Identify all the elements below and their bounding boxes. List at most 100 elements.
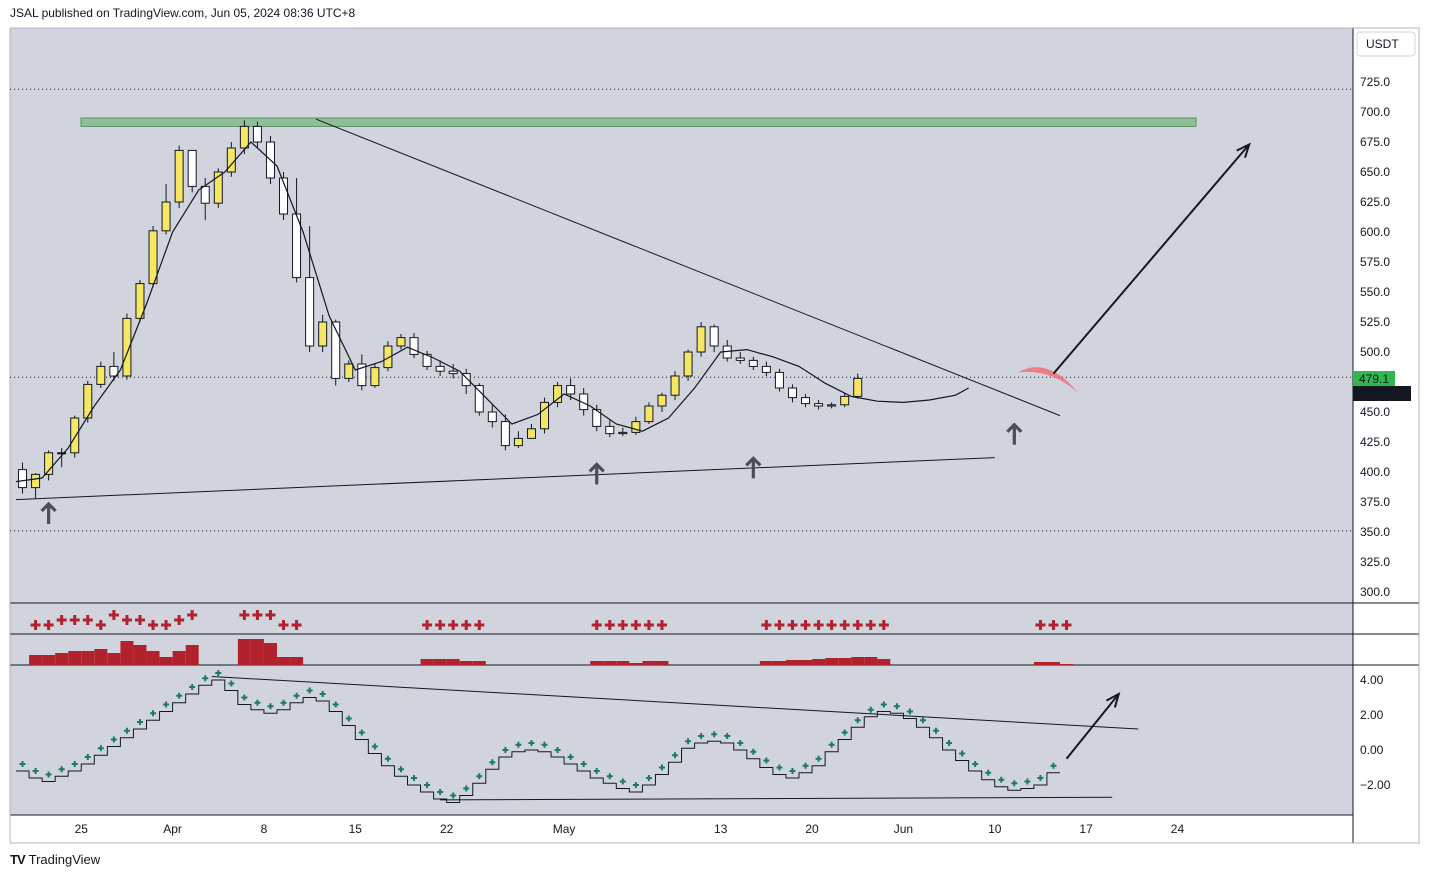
price-candle [670,371,680,400]
signal-column [29,655,43,665]
candle-body [774,371,784,389]
signal-cross-icon [461,620,472,630]
tradingview-footer[interactable]: TV TradingView [10,852,100,867]
oscillator-point [998,776,1005,783]
time-tick-label: 13 [714,822,728,836]
signal-column [120,641,134,665]
signal-cross-icon [148,620,159,630]
currency-label[interactable]: USDT [1366,37,1399,51]
time-tick-label: 25 [75,822,89,836]
countdown-tag [1353,386,1411,401]
signal-cross-icon [43,620,54,630]
price-candle [44,450,54,481]
signal-cross-icon [174,615,185,625]
signal-column [1033,662,1047,665]
currency-box[interactable] [1356,31,1416,57]
oscillator-point [97,745,104,752]
price-candle [618,427,628,436]
oscillator-point [919,717,926,724]
candle-body [200,185,210,204]
candle-body [44,452,54,475]
oscillator-point [463,785,470,792]
candle-body [592,409,602,427]
candle-body [187,149,197,187]
price-candle [644,402,654,424]
oscillator-point [828,741,835,748]
price-candle [592,404,602,432]
oscillator-tick-label: 0.00 [1360,743,1384,757]
signal-cross-icon [422,620,433,630]
price-candle [540,397,550,434]
price-tick-label: 725.0 [1360,75,1390,89]
candle-body [357,363,367,387]
oscillator-point [254,699,261,706]
price-candle [279,172,289,220]
price-axis-bg[interactable] [1353,28,1419,815]
signal-cross-icon [813,620,824,630]
signal-cross-icon [643,620,654,630]
signal-cross-icon [95,620,106,630]
oscillator-point [241,694,248,701]
candle-body [683,351,693,377]
price-candle [774,368,784,392]
oscillator-point [554,747,561,753]
price-candle [801,394,811,408]
oscillator-point [593,768,600,774]
oscillator-point [163,701,170,708]
candle-body [383,345,393,369]
signal-column [133,645,147,665]
price-candle [252,121,262,148]
oscillator-panel [16,670,1139,803]
signal-column [420,659,434,665]
oscillator-lower-trendline [440,796,1113,801]
price-candle [500,414,510,451]
signal-column [472,661,486,665]
price-candle [109,352,119,381]
candle-body [618,431,628,435]
oscillator-point [437,789,444,795]
price-candle [122,313,132,380]
time-axis-bg[interactable] [10,815,1353,843]
countdown-label: 23:23:04 [1358,387,1405,401]
signal-cross-icon [134,615,145,625]
signal-cross-icon [121,615,132,625]
candle-body [827,404,837,407]
candle-body [670,375,680,396]
oscillator-point [815,755,822,762]
time-tick-label: 8 [261,822,268,836]
candle-body [161,201,171,232]
time-tick-label: May [553,822,576,836]
falling-resistance-trendline [315,118,1061,417]
signal-cross-icon [774,620,785,630]
time-tick-label: 17 [1079,822,1093,836]
signal-column [785,660,799,665]
candle-body [31,473,41,489]
price-candle [448,364,458,379]
signal-column [94,649,108,665]
price-tick-label: 375.0 [1360,495,1390,509]
signal-cross-icon [800,620,811,630]
oscillator-point [880,701,887,708]
candle-body [787,387,797,399]
signal-cross-icon [435,620,446,630]
oscillator-point [345,715,352,722]
candle-body [814,403,824,407]
price-tick-label: 575.0 [1360,255,1390,269]
arrow-head-icon [1236,142,1251,159]
time-tick-label: Apr [163,822,182,836]
oscillator-point [1050,762,1057,769]
signal-cross-icon [761,620,772,630]
last-price-tag [1353,371,1395,386]
signal-cross-icon [187,610,198,620]
oscillator-point [515,741,522,748]
candle-body [422,353,432,367]
candle-body [70,417,80,454]
candle-body [279,177,289,215]
oscillator-point [985,769,992,776]
candle-body [696,326,706,353]
price-candle [631,416,641,435]
oscillator-point [293,692,300,699]
signal-cross-icon [291,620,302,630]
price-panel [10,88,1353,532]
